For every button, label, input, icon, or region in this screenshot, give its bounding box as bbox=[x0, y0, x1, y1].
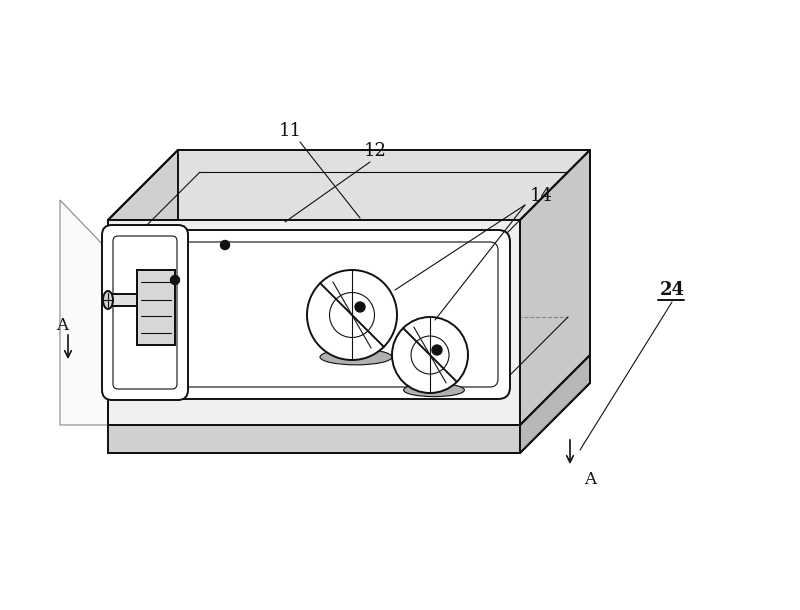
Polygon shape bbox=[108, 150, 178, 425]
Ellipse shape bbox=[320, 349, 392, 365]
Polygon shape bbox=[108, 294, 137, 306]
Circle shape bbox=[411, 336, 449, 374]
Text: A: A bbox=[56, 317, 68, 334]
Ellipse shape bbox=[404, 383, 464, 396]
Polygon shape bbox=[520, 355, 590, 453]
Circle shape bbox=[307, 270, 397, 360]
Polygon shape bbox=[108, 220, 520, 425]
Polygon shape bbox=[520, 150, 590, 425]
Circle shape bbox=[432, 345, 442, 355]
Circle shape bbox=[330, 293, 374, 337]
Polygon shape bbox=[137, 270, 175, 345]
FancyBboxPatch shape bbox=[118, 230, 510, 399]
Circle shape bbox=[221, 240, 230, 249]
FancyBboxPatch shape bbox=[102, 225, 188, 400]
Polygon shape bbox=[108, 150, 590, 220]
Text: 14: 14 bbox=[530, 187, 553, 205]
Circle shape bbox=[170, 276, 179, 284]
Polygon shape bbox=[108, 425, 520, 453]
Polygon shape bbox=[520, 150, 590, 425]
Text: 12: 12 bbox=[363, 142, 386, 160]
Circle shape bbox=[392, 317, 468, 393]
Polygon shape bbox=[60, 200, 108, 425]
Ellipse shape bbox=[103, 291, 113, 309]
Text: 11: 11 bbox=[278, 122, 302, 140]
Text: 24: 24 bbox=[660, 281, 685, 299]
Text: A: A bbox=[584, 472, 596, 489]
Circle shape bbox=[355, 302, 365, 312]
